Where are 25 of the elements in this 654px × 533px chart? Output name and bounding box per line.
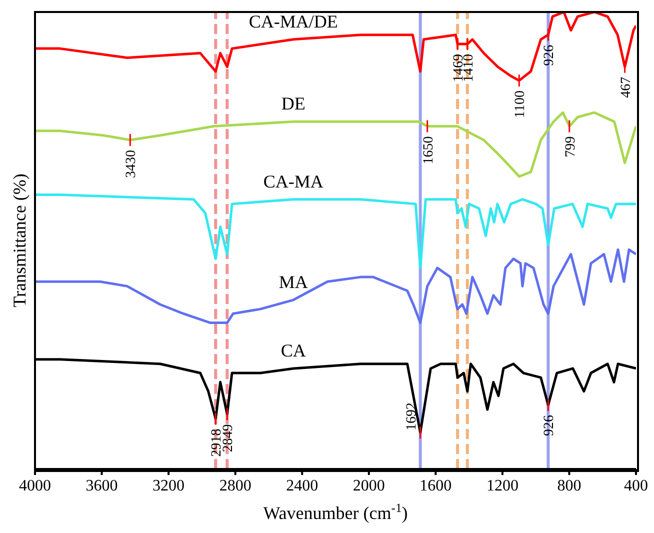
annotation: 3430: [124, 150, 140, 178]
annotation: 799: [563, 136, 578, 158]
x-axis-title: Wavenumber (cm$^{-1}$): [263, 501, 408, 523]
x-tick-label: 2400: [286, 477, 318, 494]
series-label: DE: [281, 94, 306, 114]
y-axis-title: Transmittance (%): [10, 172, 30, 309]
annotation: 1650: [421, 136, 436, 164]
x-tick-label: 3200: [152, 477, 185, 494]
series-label: CA-MA: [263, 171, 324, 192]
x-tick-label: 2800: [219, 477, 252, 494]
series-label: CA-MA/DE: [248, 11, 338, 32]
annotation: 1100: [513, 90, 528, 118]
x-tick-label: 3600: [86, 477, 118, 494]
x-tick-label: 1600: [420, 477, 452, 494]
x-tick-label: 800: [557, 477, 582, 494]
series-label: CA: [280, 340, 306, 360]
annotation: 2849: [221, 424, 236, 452]
x-tick-label: 1200: [486, 477, 518, 494]
annotation: 926: [542, 415, 558, 436]
x-tick-label: 2000: [352, 477, 385, 494]
annotation: 926: [542, 44, 558, 66]
x-tick-label: 400: [624, 477, 648, 494]
series-label: MA: [278, 272, 308, 292]
x-tick-label: 4000: [19, 477, 51, 494]
annotation: 467: [618, 76, 634, 98]
